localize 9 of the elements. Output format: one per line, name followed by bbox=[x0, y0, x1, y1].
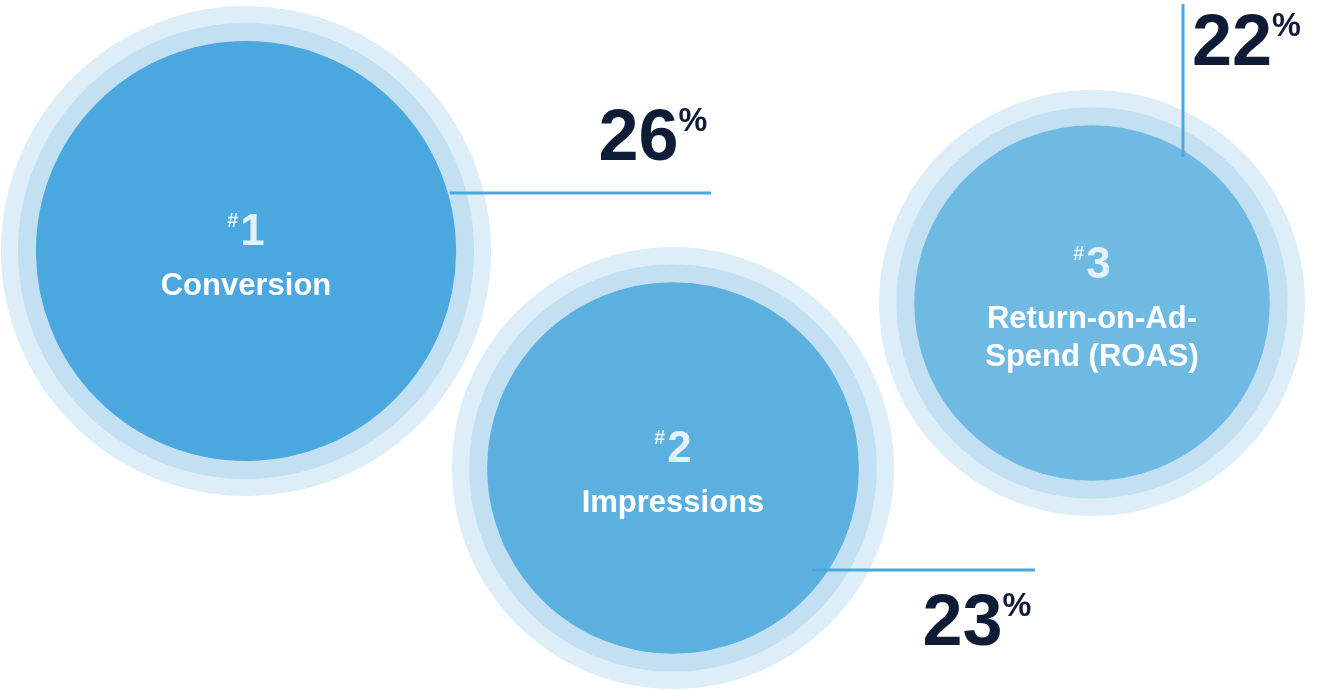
data-label: 22% bbox=[1192, 0, 1301, 80]
category-label: Conversion bbox=[160, 267, 332, 302]
text: #3 bbox=[1073, 238, 1111, 287]
data-label: 26% bbox=[598, 95, 708, 175]
text: #1 bbox=[227, 205, 265, 254]
category-label: Impressions bbox=[581, 484, 765, 519]
category-label: Return-on-Ad-Spend (ROAS) bbox=[985, 300, 1199, 373]
text: #2 bbox=[654, 422, 692, 471]
data-label: 23% bbox=[922, 580, 1032, 660]
